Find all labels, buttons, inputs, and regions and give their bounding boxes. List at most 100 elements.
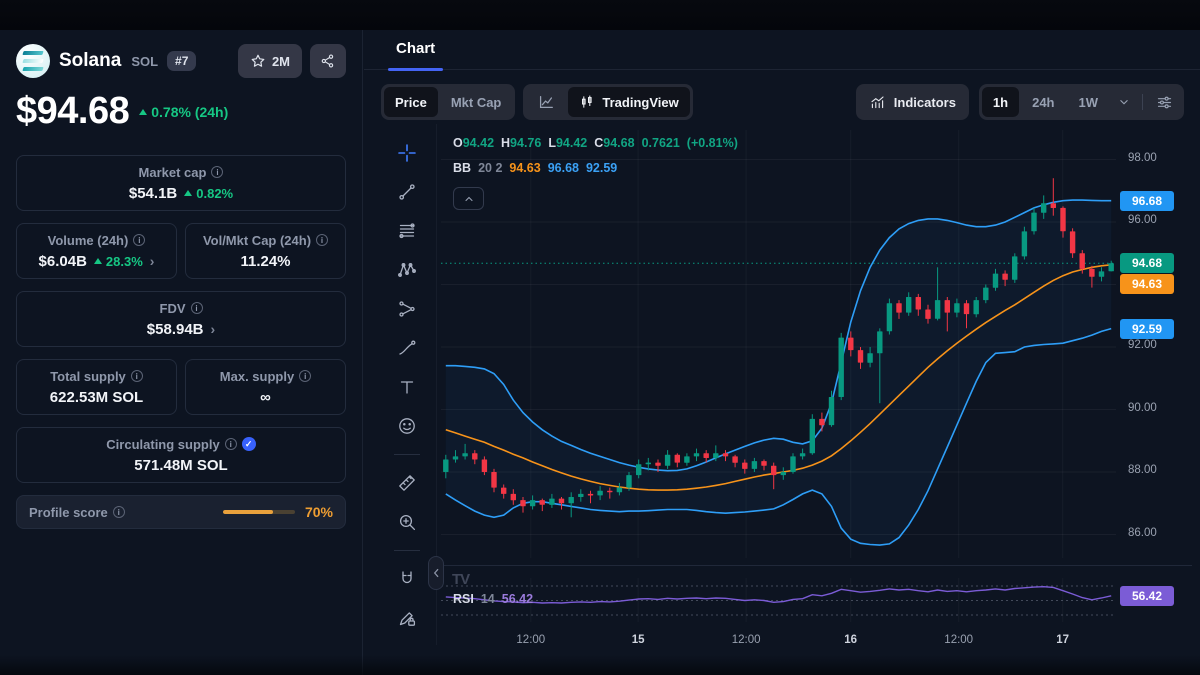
info-icon[interactable]: i: [190, 302, 203, 314]
coin-rank-badge: #7: [167, 51, 197, 71]
fdv-card[interactable]: FDV i $58.94B ›: [16, 291, 346, 347]
price-tick: 88.00: [1128, 464, 1157, 476]
timeframe-dropdown[interactable]: [1111, 87, 1137, 117]
rsi-badge: 56.42: [1120, 585, 1174, 606]
profile-score-value: 70%: [304, 504, 333, 520]
top-strip: [0, 0, 1200, 30]
drawing-toolbar: [380, 140, 434, 631]
chart-type-toggle: TradingView: [523, 84, 693, 120]
drawing-lock-tool[interactable]: [394, 605, 420, 631]
legend-collapse-button[interactable]: [453, 187, 484, 210]
watchlist-button[interactable]: 2M: [237, 44, 302, 78]
triangle-up-icon: [139, 108, 148, 115]
profile-score-card: Profile score i 70%: [16, 495, 346, 529]
tradingview-watermark: TV: [452, 571, 470, 588]
info-icon[interactable]: i: [299, 370, 312, 382]
chart-settings-button[interactable]: [1148, 87, 1181, 117]
ohlc-legend: O94.42 H94.76 L94.42 C94.68 0.7621 (+0.8…: [453, 136, 738, 150]
brush-tool[interactable]: [394, 335, 420, 361]
market-cap-card: Market cap i $54.1B 0.82%: [16, 155, 346, 211]
share-button[interactable]: [310, 44, 346, 78]
verified-check-icon: ✓: [241, 437, 256, 451]
coin-name: Solana: [59, 50, 122, 71]
zoom-in-tool[interactable]: [394, 509, 420, 535]
chevron-left-icon: [433, 568, 439, 578]
toggle-price[interactable]: Price: [384, 87, 438, 117]
chevron-right-icon: ›: [210, 321, 216, 337]
tradingview-button[interactable]: TradingView: [568, 87, 690, 117]
crosshair-tool[interactable]: [394, 140, 420, 166]
time-tick: 12:00: [731, 634, 761, 646]
bb-legend: BB 20 2 94.63 96.68 92.59: [453, 161, 618, 175]
pane-collapse-button[interactable]: [428, 556, 444, 590]
trend-line-tool[interactable]: [394, 179, 420, 205]
timeframe-1h[interactable]: 1h: [981, 87, 1020, 117]
chevron-right-icon: ›: [149, 253, 155, 269]
chevron-up-icon: [464, 196, 473, 201]
xabcd-pattern-tool[interactable]: [394, 257, 420, 283]
price-badge: 96.68: [1120, 190, 1174, 211]
price-chart[interactable]: [441, 130, 1116, 558]
chart-area: O94.42 H94.76 L94.42 C94.68 0.7621 (+0.8…: [364, 124, 1200, 675]
toolbar-divider: [394, 550, 420, 551]
info-icon[interactable]: i: [112, 506, 125, 518]
info-icon[interactable]: i: [133, 234, 146, 246]
tabs-row: Chart: [364, 30, 1200, 71]
timeframe-24h[interactable]: 24h: [1032, 94, 1055, 110]
line-chart-button[interactable]: [526, 87, 566, 117]
price-badge: 92.59: [1120, 318, 1174, 339]
max-supply-card: Max. supply i ∞: [185, 359, 346, 415]
info-icon[interactable]: i: [224, 438, 237, 450]
price-tick: 90.00: [1128, 401, 1157, 414]
ruler-tool[interactable]: [394, 470, 420, 496]
share-icon: [321, 54, 334, 68]
candlestick-icon: [582, 95, 592, 108]
fib-retracement-tool[interactable]: [394, 218, 420, 244]
total-supply-card: Total supply i 622.53M SOL: [16, 359, 177, 415]
toolbar-separator: [436, 124, 437, 645]
rsi-chart[interactable]: [441, 578, 1116, 622]
info-icon[interactable]: i: [130, 370, 143, 382]
vol-mkt-cap-card: Vol/Mkt Cap (24h) i 11.24%: [185, 223, 346, 279]
coin-symbol: SOL: [131, 53, 159, 69]
time-tick: 16: [844, 634, 858, 646]
price-badge: 94.63: [1120, 274, 1174, 295]
projection-tool[interactable]: [394, 296, 420, 322]
price-tick: 96.00: [1128, 214, 1157, 226]
price-tick: 92.00: [1128, 339, 1157, 351]
coin-sidebar: Solana SOL #7 2M $94.68 0.78% (24h) Mark…: [0, 30, 363, 675]
indicators-button[interactable]: Indicators: [855, 84, 969, 120]
solana-logo: [16, 44, 50, 78]
line-chart-icon: [540, 95, 554, 109]
time-tick: 12:00: [516, 634, 546, 646]
price-tick: 98.00: [1128, 151, 1157, 164]
info-icon[interactable]: i: [316, 234, 329, 246]
profile-score-bar: [222, 510, 295, 514]
time-axis[interactable]: 12:00 15 12:00 16 12:00 17: [441, 632, 1116, 648]
circulating-supply-card: Circulating supply i ✓ 571.48M SOL: [16, 427, 346, 483]
tab-chart[interactable]: Chart: [387, 30, 444, 71]
price-row: $94.68 0.78% (24h): [16, 90, 346, 133]
star-icon: [251, 54, 265, 67]
time-tick: 12:00: [944, 634, 974, 646]
coin-header: Solana SOL #7 2M: [16, 44, 346, 78]
pane-separator[interactable]: [441, 565, 1192, 566]
price-mktcap-toggle: Price Mkt Cap: [381, 84, 516, 120]
price-change: 0.78% (24h): [139, 104, 228, 120]
toggle-mktcap[interactable]: Mkt Cap: [450, 94, 502, 110]
timeframe-1w[interactable]: 1W: [1078, 94, 1099, 110]
timeframe-selector: 1h 24h 1W: [978, 84, 1184, 120]
time-tick: 15: [631, 634, 645, 646]
magnet-tool[interactable]: [394, 566, 420, 592]
chart-panel: Chart Price Mkt Cap TradingView Indicato: [364, 30, 1200, 675]
info-icon[interactable]: i: [211, 166, 224, 178]
price-axis[interactable]: 98.00 96.00 92.00 90.00 88.00 86.00 96.68 94.68…: [1116, 130, 1200, 558]
emoji-tool[interactable]: [394, 413, 420, 439]
watchlist-count: 2M: [271, 53, 290, 69]
text-tool[interactable]: [394, 374, 420, 400]
rsi-legend: RSI 14 56.42: [453, 592, 534, 606]
indicators-icon: [871, 95, 884, 108]
volume-card[interactable]: Volume (24h) i $6.04B 28.3% ›: [16, 223, 177, 279]
time-tick: 17: [1056, 634, 1070, 646]
